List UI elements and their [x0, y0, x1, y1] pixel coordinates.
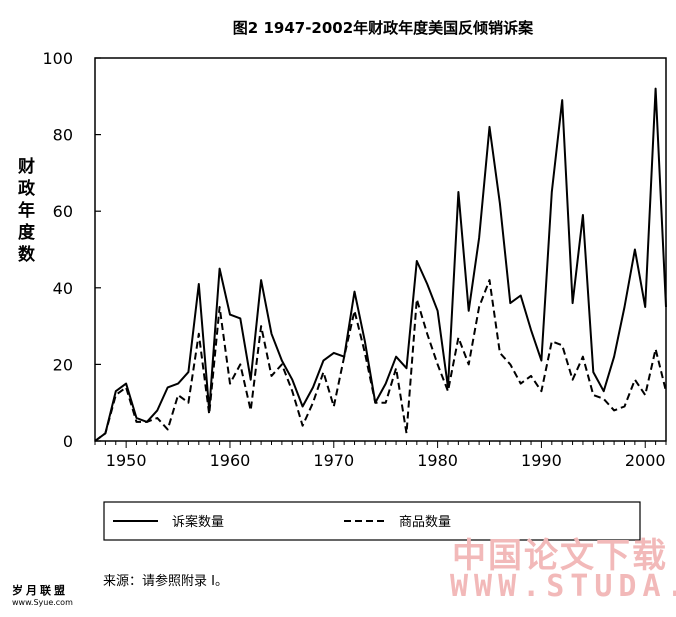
x-tick-label: 1980	[417, 451, 458, 470]
y-tick-label: 100	[42, 49, 73, 68]
series-line-products	[94, 279, 667, 442]
legend-label-dashed: 商品数量	[399, 515, 451, 530]
y-tick-label: 40	[53, 279, 73, 298]
y-tick-label: 80	[53, 126, 73, 145]
x-tick-label: 1960	[210, 451, 251, 470]
logo-url: www.Syue.com	[12, 598, 73, 607]
legend-box	[103, 501, 641, 541]
x-tick-label: 1950	[106, 451, 147, 470]
logo-name: 岁月联盟	[12, 584, 68, 597]
x-axis: 1950 1960 1970 1980 1990 2000	[94, 441, 667, 470]
y-tick-label: 20	[53, 355, 73, 374]
source-note: 来源：请参照附录 I。	[103, 574, 228, 589]
y-tick-label: 60	[53, 202, 73, 221]
chart-title: 图2 1947-2002年财政年度美国反倾销诉案	[233, 19, 534, 37]
plot-area-frame	[94, 57, 667, 442]
x-tick-label: 2000	[625, 451, 666, 470]
site-logo: 岁月联盟 www.Syue.com	[12, 582, 92, 607]
y-axis-label: 财政年度数	[17, 156, 36, 265]
x-tick-label: 1990	[521, 451, 562, 470]
y-tick-label: 0	[63, 432, 73, 451]
watermark-text-cn: 中国论文下载	[452, 536, 668, 576]
x-tick-label: 1970	[313, 451, 354, 470]
watermark-text-en: WWW.STUDA.	[450, 569, 676, 604]
y-axis: 0 20 40 60 80 100	[42, 49, 101, 451]
series-group	[94, 87, 667, 442]
series-line-cases	[94, 87, 667, 442]
legend-label-solid: 诉案数量	[172, 515, 224, 530]
